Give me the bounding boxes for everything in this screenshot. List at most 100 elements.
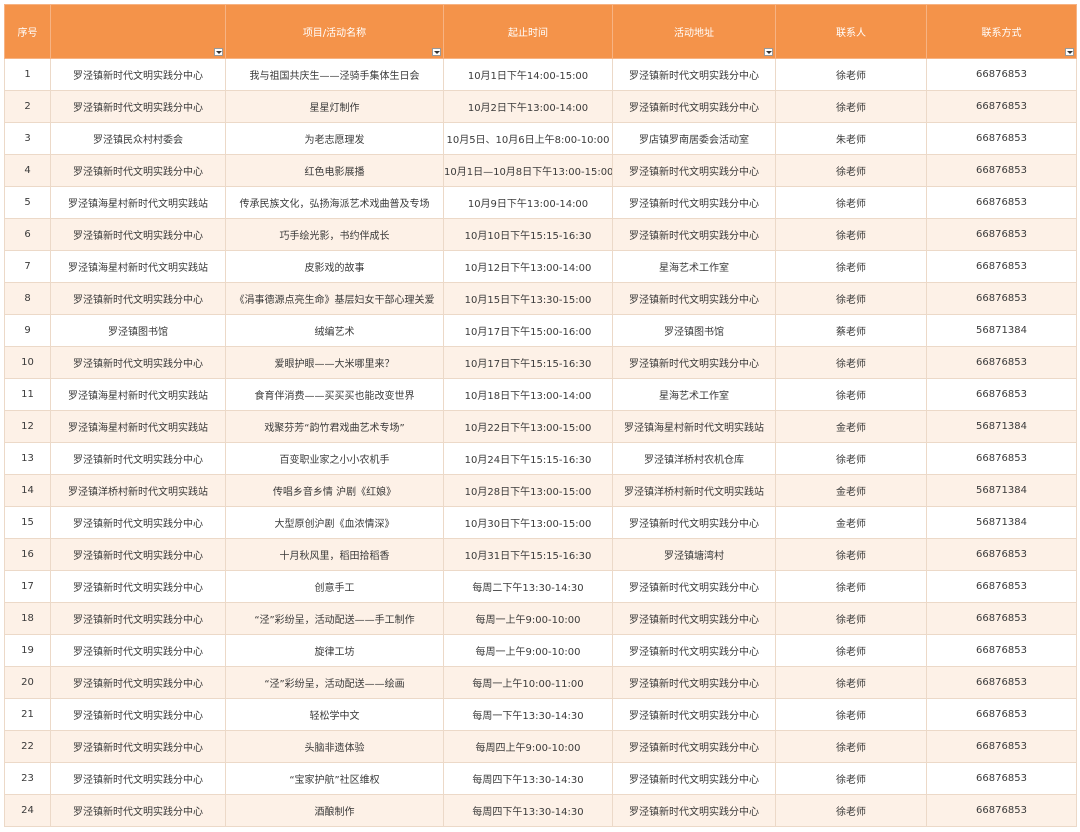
table-cell: 巧手绘光影，书约伴成长	[225, 218, 444, 251]
table-cell: 罗泾镇海星村新时代文明实践站	[50, 410, 226, 443]
table-cell: 每周四下午13:30-14:30	[443, 762, 613, 795]
table-cell: 罗泾镇新时代文明实践分中心	[612, 218, 776, 251]
table-cell: 10月2日下午13:00-14:00	[443, 90, 613, 123]
table-cell: 66876853	[926, 186, 1077, 219]
table-cell: 爱眼护眼——大米哪里来？	[225, 346, 444, 379]
header-cell: 活动地址	[612, 4, 776, 59]
table-cell: 66876853	[926, 666, 1077, 699]
table-cell: 22	[4, 730, 51, 763]
table-cell: 10月22日下午13:00-15:00	[443, 410, 613, 443]
table-row: 20 罗泾镇新时代文明实践分中心 “泾”彩纷呈，活动配送——绘画 每周一上午10:00…	[4, 666, 1077, 699]
table-cell: 66876853	[926, 154, 1077, 187]
table-cell: 徐老师	[775, 90, 927, 123]
table-row: 10 罗泾镇新时代文明实践分中心 爱眼护眼——大米哪里来？ 10月17日下午15:15…	[4, 346, 1077, 379]
table-row: 21 罗泾镇新时代文明实践分中心 轻松学中文 每周一下午13:30-14:30 罗泾镇新…	[4, 698, 1077, 731]
table-cell: 徐老师	[775, 282, 927, 315]
table-row: 4 罗泾镇新时代文明实践分中心 红色电影展播 10月1日—10月8日下午13:00-1…	[4, 154, 1077, 187]
table-cell: 罗泾镇新时代文明实践分中心	[50, 346, 226, 379]
table-cell: 罗泾镇塘湾村	[612, 538, 776, 571]
table-cell: 10月18日下午13:00-14:00	[443, 378, 613, 411]
table-cell: 金老师	[775, 410, 927, 443]
header-text: 项目/活动名称	[302, 28, 367, 39]
table-cell: 15	[4, 506, 51, 539]
table-cell: 徐老师	[775, 794, 927, 827]
table-cell: 绒编艺术	[225, 314, 444, 347]
table-cell: 罗泾镇新时代文明实践分中心	[612, 730, 776, 763]
table-cell: 66876853	[926, 698, 1077, 731]
table-cell: 徐老师	[775, 634, 927, 667]
table-cell: 罗泾镇新时代文明实践分中心	[612, 794, 776, 827]
filter-button[interactable]	[214, 48, 223, 56]
table-cell: 4	[4, 154, 51, 187]
table-cell: 传承民族文化，弘扬海派艺术戏曲普及专场	[225, 186, 444, 219]
table-cell: 66876853	[926, 730, 1077, 763]
table-cell: 罗泾镇新时代文明实践分中心	[612, 58, 776, 91]
table-cell: 罗泾镇洋桥村新时代文明实践站	[50, 474, 226, 507]
table-row: 8 罗泾镇新时代文明实践分中心 《涓事德源点亮生命》基层妇女干部心理关爱 10月15日…	[4, 282, 1077, 315]
table-cell: 每周一上午9:00-10:00	[443, 602, 613, 635]
header-cell: 联系方式	[926, 4, 1077, 59]
table-cell: 66876853	[926, 442, 1077, 475]
table-cell: 66876853	[926, 634, 1077, 667]
table-cell: 徐老师	[775, 218, 927, 251]
table-cell: 徐老师	[775, 442, 927, 475]
table-cell: 罗泾镇新时代文明实践分中心	[50, 634, 226, 667]
table-row: 1 罗泾镇新时代文明实践分中心 我与祖国共庆生——泾骑手集体生日会 10月1日下午14…	[4, 58, 1077, 91]
table-cell: 徐老师	[775, 730, 927, 763]
table-cell: 6	[4, 218, 51, 251]
table-cell: 3	[4, 122, 51, 155]
activity-table: 序号 项目/活动名称 起止时间 活动地址 联系人 联系方式 1 罗泾镇新时代文明实…	[4, 4, 1077, 827]
table-cell: 5	[4, 186, 51, 219]
table-cell: 罗泾镇新时代文明实践分中心	[50, 442, 226, 475]
table-cell: 每周二下午13:30-14:30	[443, 570, 613, 603]
table-cell: 14	[4, 474, 51, 507]
table-cell: 10月17日下午15:15-16:30	[443, 346, 613, 379]
table-cell: 金老师	[775, 506, 927, 539]
table-cell: 10月12日下午13:00-14:00	[443, 250, 613, 283]
table-cell: 2	[4, 90, 51, 123]
table-cell: 13	[4, 442, 51, 475]
header-cell: 序号	[4, 4, 51, 59]
table-row: 11 罗泾镇海星村新时代文明实践站 食育伴消费——买买买也能改变世界 10月18日下午…	[4, 378, 1077, 411]
table-cell: 66876853	[926, 346, 1077, 379]
header-cell: 起止时间	[443, 4, 613, 59]
table-cell: 徐老师	[775, 154, 927, 187]
table-cell: 罗泾镇新时代文明实践分中心	[50, 794, 226, 827]
table-cell: 徐老师	[775, 538, 927, 571]
table-cell: 徐老师	[775, 666, 927, 699]
table-cell: 罗泾镇新时代文明实践分中心	[612, 634, 776, 667]
table-cell: 罗店镇罗南居委会活动室	[612, 122, 776, 155]
table-cell: 我与祖国共庆生——泾骑手集体生日会	[225, 58, 444, 91]
table-row: 13 罗泾镇新时代文明实践分中心 百变职业家之小小农机手 10月24日下午15:15-…	[4, 442, 1077, 475]
table-cell: 皮影戏的故事	[225, 250, 444, 283]
table-cell: 66876853	[926, 378, 1077, 411]
table-cell: 罗泾镇新时代文明实践分中心	[50, 58, 226, 91]
table-cell: 罗泾镇新时代文明实践分中心	[612, 186, 776, 219]
table-cell: 罗泾镇民众村村委会	[50, 122, 226, 155]
table-cell: 56871384	[926, 314, 1077, 347]
table-row: 2 罗泾镇新时代文明实践分中心 星星灯制作 10月2日下午13:00-14:00 罗泾镇…	[4, 90, 1077, 123]
filter-button[interactable]	[1065, 48, 1074, 56]
table-cell: 19	[4, 634, 51, 667]
table-cell: 罗泾镇新时代文明实践分中心	[50, 666, 226, 699]
table-cell: 66876853	[926, 90, 1077, 123]
table-row: 7 罗泾镇海星村新时代文明实践站 皮影戏的故事 10月12日下午13:00-14:00…	[4, 250, 1077, 283]
table-cell: 罗泾镇新时代文明实践分中心	[612, 698, 776, 731]
table-cell: 66876853	[926, 570, 1077, 603]
table-cell: 星星灯制作	[225, 90, 444, 123]
table-cell: 罗泾镇新时代文明实践分中心	[50, 762, 226, 795]
filter-button[interactable]	[764, 48, 773, 56]
table-cell: 罗泾镇新时代文明实践分中心	[50, 218, 226, 251]
header-text: 联系方式	[981, 28, 1022, 39]
table-cell: 66876853	[926, 538, 1077, 571]
table-cell: 66876853	[926, 602, 1077, 635]
table-cell: 10月17日下午15:00-16:00	[443, 314, 613, 347]
table-cell: 罗泾镇新时代文明实践分中心	[612, 154, 776, 187]
table-cell: 66876853	[926, 250, 1077, 283]
table-cell: 10月1日下午14:00-15:00	[443, 58, 613, 91]
table-cell: 罗泾镇新时代文明实践分中心	[50, 570, 226, 603]
table-row: 17 罗泾镇新时代文明实践分中心 创意手工 每周二下午13:30-14:30 罗泾镇新时…	[4, 570, 1077, 603]
header-cell: 项目/活动名称	[225, 4, 444, 59]
table-cell: 每周四下午13:30-14:30	[443, 794, 613, 827]
filter-button[interactable]	[432, 48, 441, 56]
